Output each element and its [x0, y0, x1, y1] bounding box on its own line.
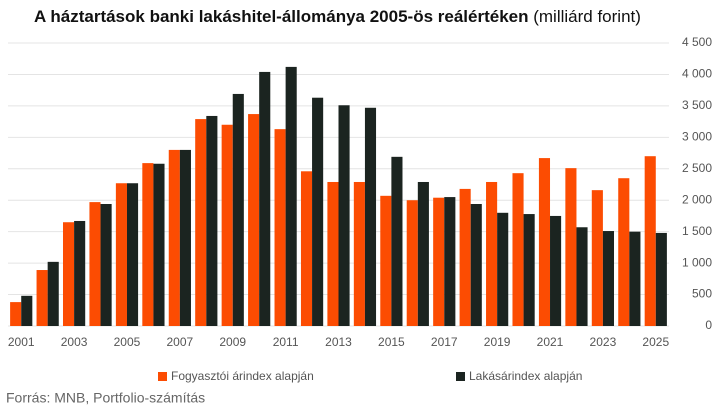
bar — [417, 181, 429, 326]
bar — [565, 168, 577, 326]
bar — [89, 202, 101, 326]
legend-label: Lakásárindex alapján — [469, 369, 582, 383]
bar — [259, 71, 271, 326]
bar — [512, 173, 524, 326]
y-tick-label: 4 000 — [682, 67, 712, 81]
x-tick-label: 2023 — [590, 335, 617, 349]
bar — [391, 156, 403, 326]
y-tick-label: 2 000 — [682, 192, 712, 206]
bar — [47, 261, 59, 326]
bar — [74, 220, 86, 326]
bar — [100, 203, 112, 326]
bar — [36, 270, 48, 326]
bar — [486, 181, 498, 326]
bar — [248, 114, 260, 326]
bar — [10, 302, 22, 326]
x-tick-label: 2009 — [219, 335, 246, 349]
y-tick-label: 0 — [705, 318, 712, 332]
bar — [591, 190, 603, 326]
bar — [538, 158, 551, 326]
x-tick-label: 2017 — [431, 335, 458, 349]
x-tick-label: 2005 — [114, 335, 141, 349]
source: Forrás: MNB, Portfolio-számítás — [6, 390, 205, 406]
bar — [364, 107, 377, 326]
bar — [618, 178, 630, 326]
bar — [406, 200, 418, 326]
y-tick-label: 2 500 — [682, 161, 712, 175]
bar — [285, 66, 297, 327]
bar — [168, 149, 180, 326]
bar — [115, 183, 127, 326]
title-units: (milliárd forint) — [533, 7, 641, 26]
bar — [312, 97, 324, 326]
y-tick-label: 1 500 — [682, 224, 712, 238]
bar — [327, 181, 339, 326]
bar — [274, 129, 286, 326]
x-tick-label: 2019 — [484, 335, 511, 349]
legend-label: Fogyasztói árindex alapján — [171, 369, 314, 383]
chart-title: A háztartások banki lakáshitel-állománya… — [34, 7, 641, 26]
bar — [195, 119, 207, 327]
bar — [338, 105, 350, 326]
bar — [142, 163, 154, 326]
x-tick-label: 2001 — [8, 335, 35, 349]
bar — [523, 214, 535, 326]
bar — [444, 197, 456, 326]
bar — [497, 212, 509, 326]
bar — [126, 183, 139, 326]
y-tick-label: 3 000 — [682, 130, 712, 144]
bar — [576, 227, 588, 326]
x-tick-label: 2025 — [642, 335, 669, 349]
bar — [644, 156, 656, 326]
legend-swatch — [158, 372, 167, 381]
bar — [550, 215, 562, 326]
bar — [459, 188, 471, 326]
x-tick-label: 2015 — [378, 335, 405, 349]
bar — [470, 203, 482, 326]
legend-swatch — [456, 372, 465, 381]
y-tick-label: 1 000 — [682, 255, 712, 269]
bar — [232, 93, 244, 326]
bar — [21, 295, 33, 326]
bar — [380, 195, 392, 326]
bar — [62, 222, 75, 326]
x-tick-label: 2007 — [167, 335, 194, 349]
bar — [221, 124, 233, 326]
y-tick-label: 3 500 — [682, 98, 712, 112]
x-tick-label: 2021 — [537, 335, 564, 349]
bar — [353, 181, 365, 326]
x-tick-label: 2011 — [273, 335, 299, 349]
bar — [655, 232, 667, 326]
bar — [153, 163, 165, 326]
bar — [179, 149, 191, 326]
bar — [206, 115, 218, 326]
y-tick-label: 4 500 — [682, 35, 712, 49]
x-tick-label: 2003 — [61, 335, 88, 349]
x-tick-label: 2013 — [325, 335, 352, 349]
bar — [433, 197, 445, 326]
bar — [300, 171, 313, 326]
y-tick-label: 500 — [692, 287, 712, 301]
bar — [602, 231, 615, 326]
bar — [629, 231, 641, 326]
title-main: A háztartások banki lakáshitel-állománya… — [34, 7, 529, 26]
